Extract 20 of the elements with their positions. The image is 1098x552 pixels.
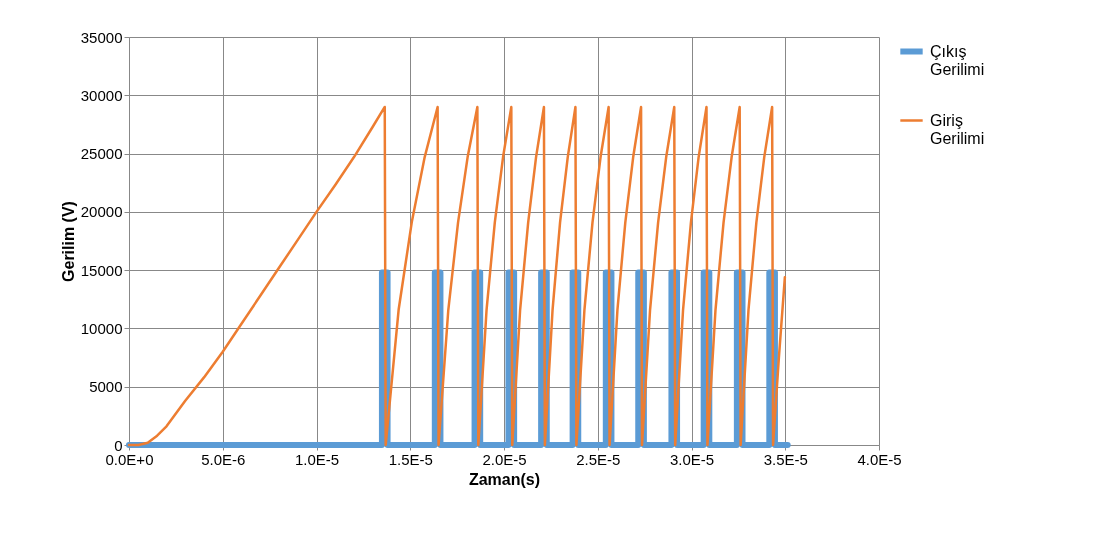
line-series	[127, 105, 787, 447]
y-tick-label: 15000	[80, 261, 123, 279]
x-tick-label: 2.0E-5	[482, 450, 527, 468]
y-tick-label: 25000	[80, 145, 123, 163]
x-tick-label: 4.0E-5	[857, 450, 902, 468]
x-tick-label: 1.0E-5	[294, 450, 340, 468]
y-tick-label: 30000	[80, 86, 123, 104]
x-tick-label: 3.0E-5	[669, 450, 715, 468]
x-tick-label: 5.0E-6	[201, 450, 246, 468]
y-axis-title: Gerilim (V)	[59, 201, 77, 282]
legend-label: Giriş Gerilimi	[930, 111, 985, 147]
y-tick-label: 35000	[80, 28, 123, 46]
x-tick-label: 1.5E-5	[388, 450, 433, 468]
x-tick-label: 2.5E-5	[576, 450, 621, 468]
y-tick-label: 5000	[89, 378, 123, 396]
x-tick-label: 3.5E-5	[763, 450, 808, 468]
y-tick-label: 10000	[80, 319, 123, 337]
legend-label: Çıkış Gerilimi	[930, 42, 985, 78]
y-tick-label: 20000	[80, 203, 123, 221]
x-axis-title: Zaman(s)	[468, 470, 541, 488]
